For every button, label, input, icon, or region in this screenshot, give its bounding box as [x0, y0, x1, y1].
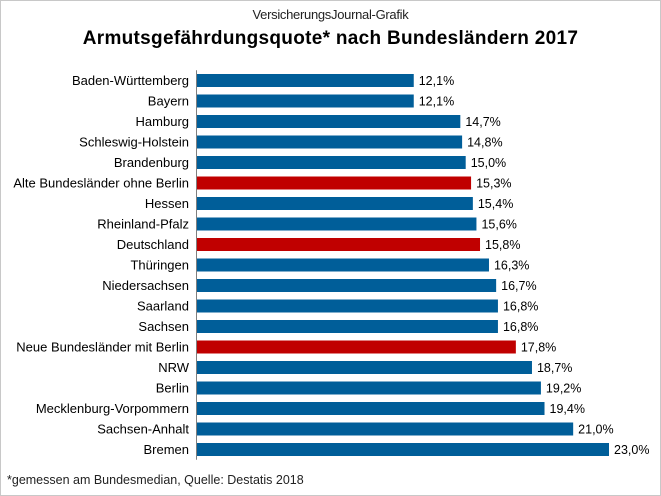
value-label-baden-wurttemberg: 12,1%	[419, 74, 454, 88]
category-label-neue-bundeslander-mit-berlin: Neue Bundesländer mit Berlin	[16, 340, 189, 355]
value-label-hessen: 15,4%	[478, 197, 513, 211]
category-label-brandenburg: Brandenburg	[114, 155, 189, 170]
category-label-sachsen: Sachsen	[138, 319, 189, 334]
value-label-alte-bundeslander-ohne-berlin: 15,3%	[476, 177, 511, 191]
value-label-hamburg: 14,7%	[465, 115, 500, 129]
category-label-saarland: Saarland	[137, 299, 189, 314]
category-label-mecklenburg-vorpommern: Mecklenburg-Vorpommern	[36, 401, 189, 416]
bar-deutschland	[197, 238, 481, 251]
bar-schleswig-holstein	[197, 135, 463, 149]
category-label-hamburg: Hamburg	[136, 114, 189, 129]
value-label-rheinland-pfalz: 15,6%	[481, 218, 516, 232]
value-label-niedersachsen: 16,7%	[501, 279, 536, 293]
bar-sachsen	[197, 320, 498, 333]
category-label-deutschland: Deutschland	[117, 237, 189, 252]
value-label-saarland: 16,8%	[503, 300, 538, 314]
bar-hamburg	[197, 115, 461, 128]
value-label-thuringen: 16,3%	[494, 259, 529, 273]
bar-berlin	[197, 381, 541, 395]
value-label-bremen: 23,0%	[614, 443, 649, 457]
bar-hessen	[197, 197, 473, 210]
category-label-alte-bundeslander-ohne-berlin: Alte Bundesländer ohne Berlin	[13, 176, 189, 191]
bar-neue-bundeslander-mit-berlin	[197, 340, 516, 354]
bar-thuringen	[197, 258, 489, 272]
value-label-neue-bundeslander-mit-berlin: 17,8%	[521, 341, 556, 355]
source-label: VersicherungsJournal-Grafik	[252, 7, 409, 22]
category-label-thuringen: Thüringen	[130, 258, 189, 273]
bar-brandenburg	[197, 156, 466, 169]
category-label-nrw: NRW	[158, 360, 190, 375]
chart-title: Armutsgefährdungsquote* nach Bundeslände…	[82, 28, 579, 49]
category-label-niedersachsen: Niedersachsen	[102, 278, 189, 293]
value-label-sachsen: 16,8%	[503, 320, 538, 334]
value-label-nrw: 18,7%	[537, 361, 572, 375]
category-label-bremen: Bremen	[143, 442, 189, 457]
category-label-bayern: Bayern	[148, 94, 189, 109]
value-label-berlin: 19,2%	[546, 382, 581, 396]
bar-mecklenburg-vorpommern	[197, 402, 545, 415]
bar-saarland	[197, 299, 498, 313]
bar-nrw	[197, 361, 532, 374]
bar-bayern	[197, 94, 414, 108]
bar-sachsen-anhalt	[197, 422, 574, 436]
bar-bremen	[197, 443, 609, 456]
value-labels-group: 12,1% 12,1% 14,7% 14,8% 15,0% 15,3% 15,4% 15,6%…	[419, 74, 650, 457]
bars-group	[197, 74, 609, 456]
category-label-sachsen-anhalt: Sachsen-Anhalt	[97, 422, 189, 437]
bar-baden-wurttemberg	[197, 74, 414, 87]
footnote: *gemessen am Bundesmedian, Quelle: Desta…	[7, 473, 304, 487]
bar-niedersachsen	[197, 279, 497, 292]
bar-alte-bundeslander-ohne-berlin	[197, 176, 472, 190]
category-label-baden-wurttemberg: Baden-Württemberg	[72, 73, 189, 88]
value-label-mecklenburg-vorpommern: 19,4%	[550, 402, 585, 416]
value-label-sachsen-anhalt: 21,0%	[578, 423, 613, 437]
category-labels-group: Baden-Württemberg Bayern Hamburg Schleswig-…	[13, 73, 189, 457]
value-label-brandenburg: 15,0%	[471, 156, 506, 170]
category-label-berlin: Berlin	[156, 381, 189, 396]
bar-rheinland-pfalz	[197, 217, 477, 231]
value-label-deutschland: 15,8%	[485, 238, 520, 252]
value-label-schleswig-holstein: 14,8%	[467, 136, 502, 150]
category-label-rheinland-pfalz: Rheinland-Pfalz	[97, 217, 189, 232]
category-label-schleswig-holstein: Schleswig-Holstein	[79, 135, 189, 150]
value-label-bayern: 12,1%	[419, 95, 454, 109]
category-label-hessen: Hessen	[145, 196, 189, 211]
